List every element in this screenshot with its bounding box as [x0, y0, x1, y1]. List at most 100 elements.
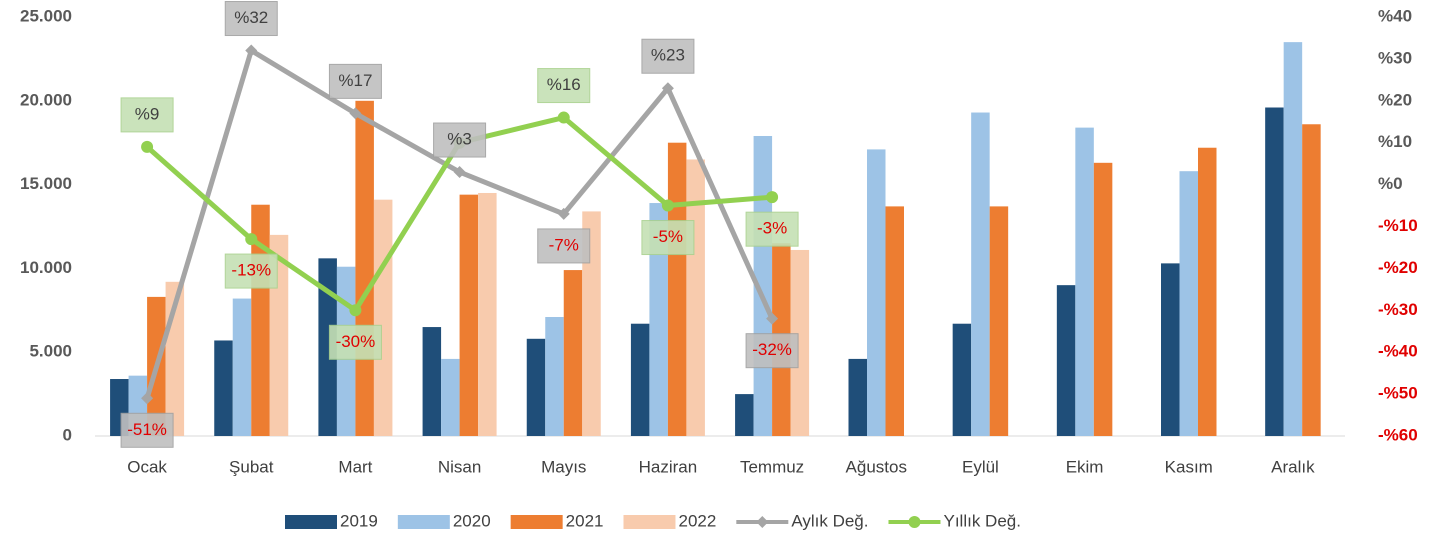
- bar: [1075, 127, 1094, 436]
- data-label-box: [537, 228, 591, 264]
- data-label: %32: [224, 1, 278, 37]
- y2-tick-label: %0: [1378, 174, 1403, 193]
- bar: [563, 270, 583, 436]
- legend-marker: [908, 516, 921, 528]
- y2-tick-label: -%50: [1378, 384, 1418, 403]
- data-label-box: [120, 97, 174, 133]
- marker: [245, 233, 258, 246]
- bar: [232, 298, 252, 436]
- legend-swatch: [623, 515, 676, 529]
- legend-swatch: [285, 515, 337, 529]
- data-label-text: %16: [547, 75, 581, 94]
- data-label: %16: [537, 68, 591, 104]
- x-tick-label: Nisan: [438, 457, 481, 476]
- data-label-box: [745, 333, 799, 369]
- y2-tick-label: %40: [1378, 6, 1412, 25]
- marker: [349, 107, 362, 120]
- data-label-box: [537, 68, 591, 104]
- y2-tick-label: -%20: [1378, 258, 1418, 277]
- bar: [545, 317, 564, 436]
- bar: [1161, 263, 1180, 436]
- marker: [141, 140, 154, 153]
- bar: [422, 327, 442, 436]
- bar: [441, 358, 460, 436]
- marker: [141, 392, 154, 405]
- data-label-text: %9: [135, 104, 160, 123]
- x-tick-label: Eylül: [962, 457, 999, 476]
- legend-label: Yıllık Değ.: [943, 511, 1020, 530]
- data-label-box: [433, 122, 487, 158]
- bar: [971, 112, 990, 437]
- bar: [790, 249, 810, 436]
- data-label: -30%: [328, 324, 382, 360]
- data-label: %23: [641, 38, 695, 74]
- legend-label: 2019: [340, 511, 378, 530]
- bar: [1093, 162, 1113, 436]
- y-tick-label: 25.000: [20, 6, 72, 25]
- data-label-text: %17: [338, 71, 372, 90]
- marker: [661, 82, 674, 95]
- bar: [867, 149, 886, 437]
- y-tick-label: 10.000: [20, 258, 72, 277]
- data-label-text: -3%: [757, 219, 787, 238]
- legend-label: 2020: [453, 511, 491, 530]
- data-label-text: %32: [234, 8, 268, 27]
- data-label-box: [328, 63, 382, 99]
- x-tick-label: Ağustos: [846, 457, 907, 476]
- data-label: %3: [433, 122, 487, 158]
- x-tick-label: Ocak: [127, 457, 167, 476]
- bar: [1179, 171, 1198, 436]
- marker: [661, 199, 674, 212]
- bar: [214, 340, 233, 436]
- bar: [885, 206, 904, 436]
- bar: [649, 203, 668, 436]
- bar: [735, 394, 754, 436]
- y-tick-label: 0: [63, 425, 72, 444]
- x-tick-label: Haziran: [639, 457, 698, 476]
- bar: [1198, 147, 1217, 436]
- data-label: -32%: [745, 333, 799, 369]
- data-label-text: -30%: [336, 332, 376, 351]
- marker: [349, 304, 362, 317]
- x-tick-label: Mart: [338, 457, 372, 476]
- y2-tick-label: %30: [1378, 48, 1412, 67]
- x-tick-label: Mayıs: [541, 457, 586, 476]
- data-label-text: -5%: [653, 227, 683, 246]
- data-label-box: [224, 253, 278, 289]
- data-label-text: %23: [651, 46, 685, 65]
- bar: [582, 211, 601, 436]
- bar: [526, 338, 546, 436]
- y2-tick-label: %20: [1378, 90, 1412, 109]
- data-label: -51%: [120, 412, 174, 448]
- y2-tick-label: -%60: [1378, 425, 1418, 444]
- data-label-box: [745, 211, 799, 247]
- data-label: %9: [120, 97, 174, 133]
- bar: [989, 206, 1009, 436]
- bar: [952, 323, 972, 436]
- legend-marker: [756, 516, 769, 528]
- data-label-box: [328, 324, 382, 360]
- legend-swatch: [510, 515, 563, 529]
- legend-label: 2022: [678, 511, 716, 530]
- y2-tick-label: -%40: [1378, 342, 1418, 361]
- data-label: -3%: [745, 211, 799, 247]
- data-label: -7%: [537, 228, 591, 264]
- data-label-text: -13%: [231, 261, 271, 280]
- data-label: -5%: [641, 220, 695, 256]
- marker: [557, 207, 570, 220]
- marker: [453, 166, 466, 179]
- x-tick-label: Ekim: [1066, 457, 1104, 476]
- marker: [766, 191, 779, 204]
- legend-label: Aylık Değ.: [791, 511, 868, 530]
- y-tick-label: 5.000: [29, 342, 72, 361]
- bar: [848, 358, 867, 436]
- y-tick-label: 15.000: [20, 174, 72, 193]
- bar: [318, 258, 337, 436]
- bar: [373, 199, 393, 436]
- data-label-text: -32%: [752, 340, 792, 359]
- x-tick-label: Aralık: [1271, 457, 1315, 476]
- data-label: -13%: [224, 253, 278, 289]
- y2-tick-label: %10: [1378, 132, 1412, 151]
- data-label-box: [224, 1, 278, 37]
